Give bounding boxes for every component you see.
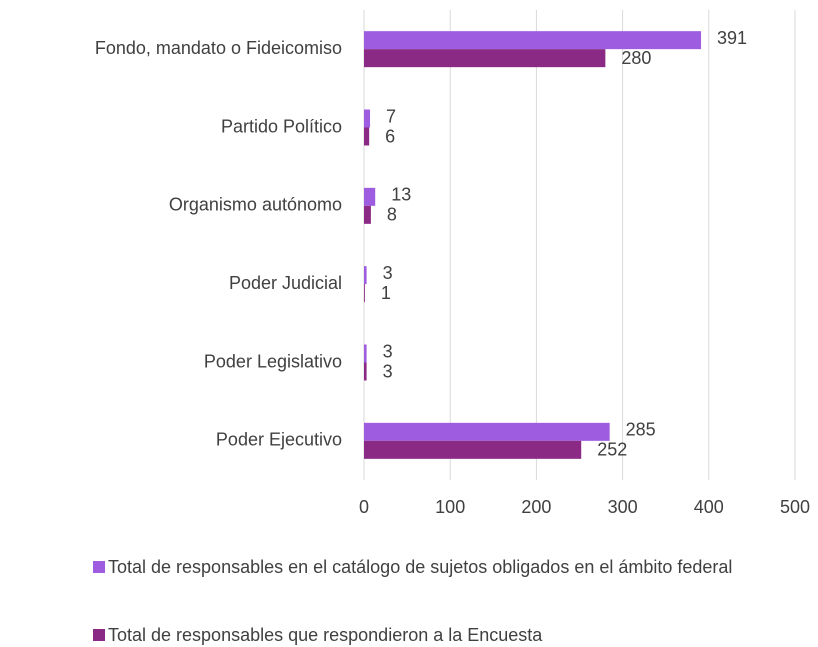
y-tick-label: Poder Ejecutivo [216,430,342,450]
bar [364,205,371,224]
y-tick-label: Organismo autónomo [169,195,342,215]
bar [364,422,610,441]
value-label: 3 [383,341,393,361]
x-tick-label: 400 [694,497,724,517]
bar [364,187,376,206]
x-tick-label: 200 [521,497,551,517]
value-label: 252 [597,440,627,460]
value-label: 391 [717,28,747,48]
bar [364,440,582,459]
y-tick-label: Fondo, mandato o Fideicomiso [95,38,342,58]
bar [364,31,702,50]
legend-item: Total de responsables en el catálogo de … [93,555,793,579]
value-label: 8 [387,205,397,225]
bar [364,284,365,303]
legend-label: Total de responsables en el catálogo de … [108,557,733,577]
value-label: 6 [385,126,395,146]
legend-label: Total de responsables que respondieron a… [108,625,543,645]
legend-swatch [93,629,105,641]
y-tick-label: Partido Político [221,116,342,136]
legend-swatch [93,561,105,573]
value-label: 3 [383,263,393,283]
y-tick-label: Poder Legislativo [204,351,342,371]
bar [364,344,367,363]
x-tick-label: 500 [780,497,810,517]
bar [364,127,370,146]
bar [364,362,367,381]
bar [364,266,367,285]
value-label: 1 [381,283,391,303]
x-tick-label: 0 [359,497,369,517]
value-label: 285 [626,420,656,440]
x-tick-label: 300 [608,497,638,517]
value-label: 13 [391,185,411,205]
bar [364,49,606,68]
value-label: 3 [383,361,393,381]
value-label: 280 [621,48,651,68]
legend-item: Total de responsables que respondieron a… [93,623,793,647]
bar [364,109,371,128]
y-tick-label: Poder Judicial [229,273,342,293]
x-tick-label: 100 [435,497,465,517]
value-label: 7 [386,106,396,126]
